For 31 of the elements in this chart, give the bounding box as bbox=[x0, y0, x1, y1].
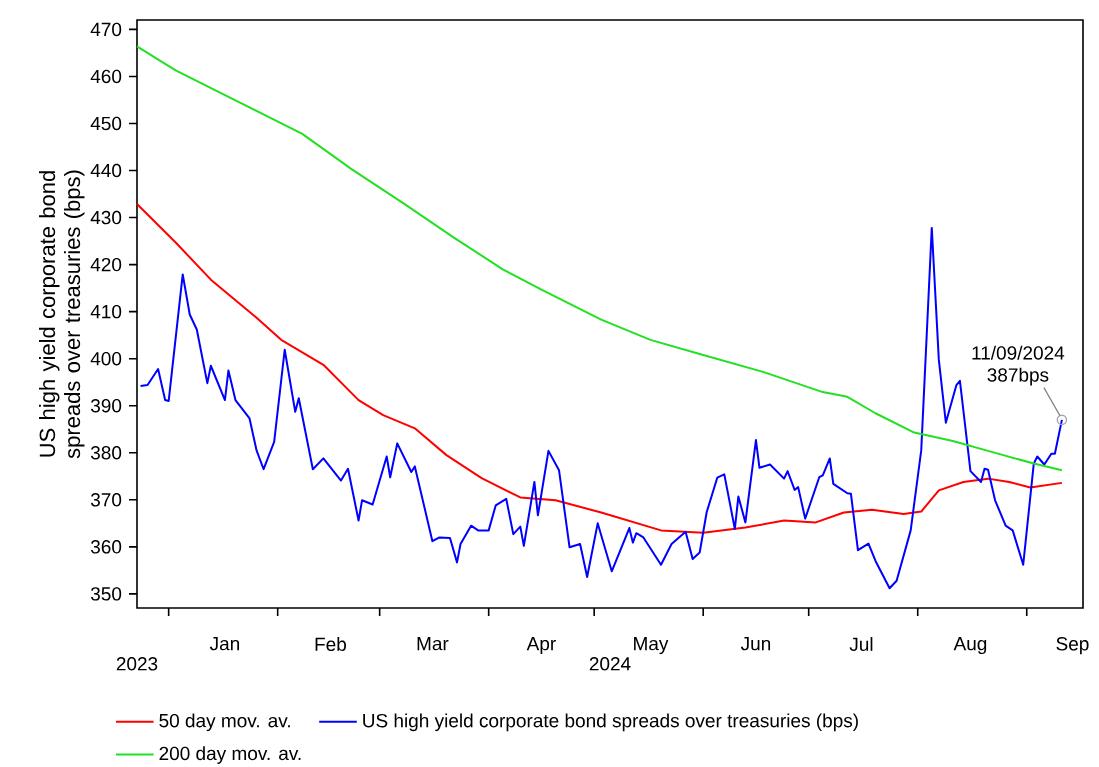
y-axis-title: US high yield corporate bond spreads over treasuries (bps) bbox=[39, 170, 85, 459]
y-tick-label: 460 bbox=[90, 69, 122, 84]
x-tick-label: Apr bbox=[526, 637, 556, 655]
legend-label: 50 day mov. av. bbox=[159, 713, 290, 732]
line-series bbox=[136, 45, 1063, 472]
y-tick-label: 360 bbox=[90, 540, 122, 554]
y-tick-label: 470 bbox=[90, 22, 122, 37]
x-tick-label: Jul bbox=[849, 637, 873, 652]
line-series bbox=[136, 202, 1063, 534]
annotation: 11/09/2024 387bps bbox=[972, 345, 1065, 386]
y-tick-label: 380 bbox=[90, 446, 122, 460]
x-tick-label: Aug bbox=[953, 637, 987, 655]
y-tick-label: 370 bbox=[90, 493, 122, 507]
y-tick-label: 430 bbox=[90, 210, 122, 225]
y-tick-label: 400 bbox=[90, 351, 122, 366]
y-tick-label: 350 bbox=[90, 587, 122, 601]
x-tick-label: Feb bbox=[315, 637, 347, 652]
y-tick-label: 390 bbox=[90, 399, 122, 413]
x-tick-label: May bbox=[634, 637, 669, 655]
y-tick-label: 440 bbox=[90, 163, 122, 178]
x-tick-label: Mar bbox=[417, 637, 449, 651]
legend-label: US high yield corporate bond spreads over treasuries (bps) bbox=[363, 713, 858, 732]
x-tick-label: Jun bbox=[740, 637, 771, 651]
text: 2024 bbox=[589, 657, 631, 671]
x-tick-label: Jan bbox=[209, 637, 240, 651]
y-tick-label: 410 bbox=[90, 304, 122, 319]
text: 2023 bbox=[116, 657, 158, 671]
y-tick-label: 450 bbox=[90, 116, 122, 131]
x-tick-label: Sep bbox=[1056, 637, 1089, 655]
y-tick-label: 420 bbox=[90, 257, 122, 272]
legend-label: 200 day mov. av. bbox=[159, 746, 301, 764]
